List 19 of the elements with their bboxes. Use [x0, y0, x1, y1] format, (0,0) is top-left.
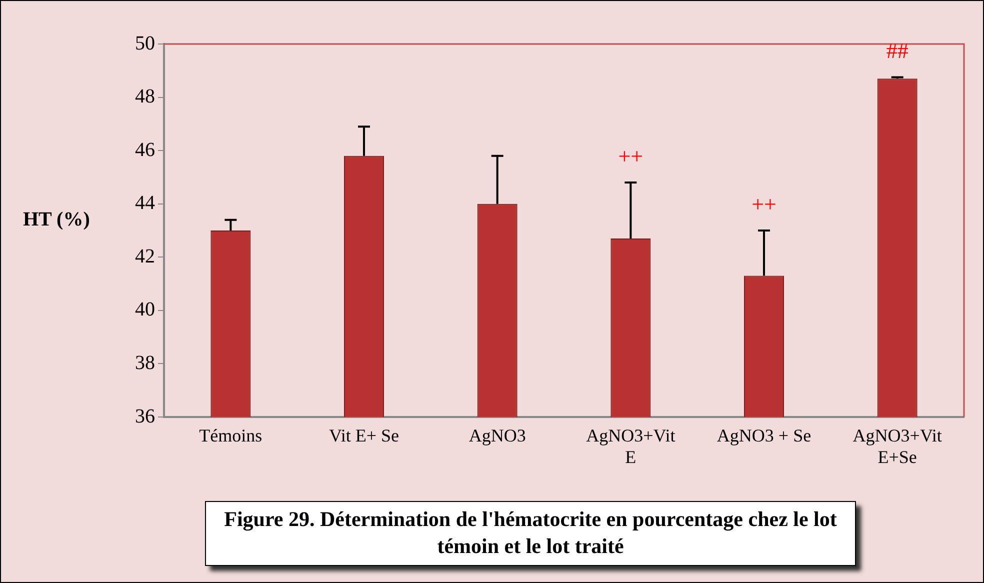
x-tick-label: AgNO3 + Se — [716, 426, 812, 446]
y-tick-label: 50 — [135, 32, 155, 54]
y-tick-label: 46 — [135, 138, 155, 161]
annotation: ++ — [618, 143, 644, 168]
x-tick-label: AgNO3 — [468, 426, 526, 446]
x-tick-label: Témoins — [199, 426, 262, 446]
y-tick-label: 42 — [135, 245, 155, 268]
annotation: ++ — [752, 191, 776, 216]
y-tick-label: 38 — [135, 352, 155, 374]
y-tick-label: 36 — [135, 405, 155, 428]
y-tick-label: 48 — [135, 86, 155, 108]
annotation: ## — [886, 38, 908, 64]
y-tick-label: 40 — [135, 298, 155, 321]
x-tick-label: Vit E+ Se — [328, 426, 400, 446]
x-tick-label: AgNO3+Vit E+Se — [852, 426, 942, 468]
x-tick-label: AgNO3+Vit E — [586, 426, 676, 468]
caption: Figure 29. Détermination de l'hématocrite en pourcentage chez le lot témoin et le lot traité — [205, 501, 856, 566]
y-axis-title: HT (%) — [23, 208, 90, 231]
y-tick-label: 44 — [135, 192, 155, 214]
